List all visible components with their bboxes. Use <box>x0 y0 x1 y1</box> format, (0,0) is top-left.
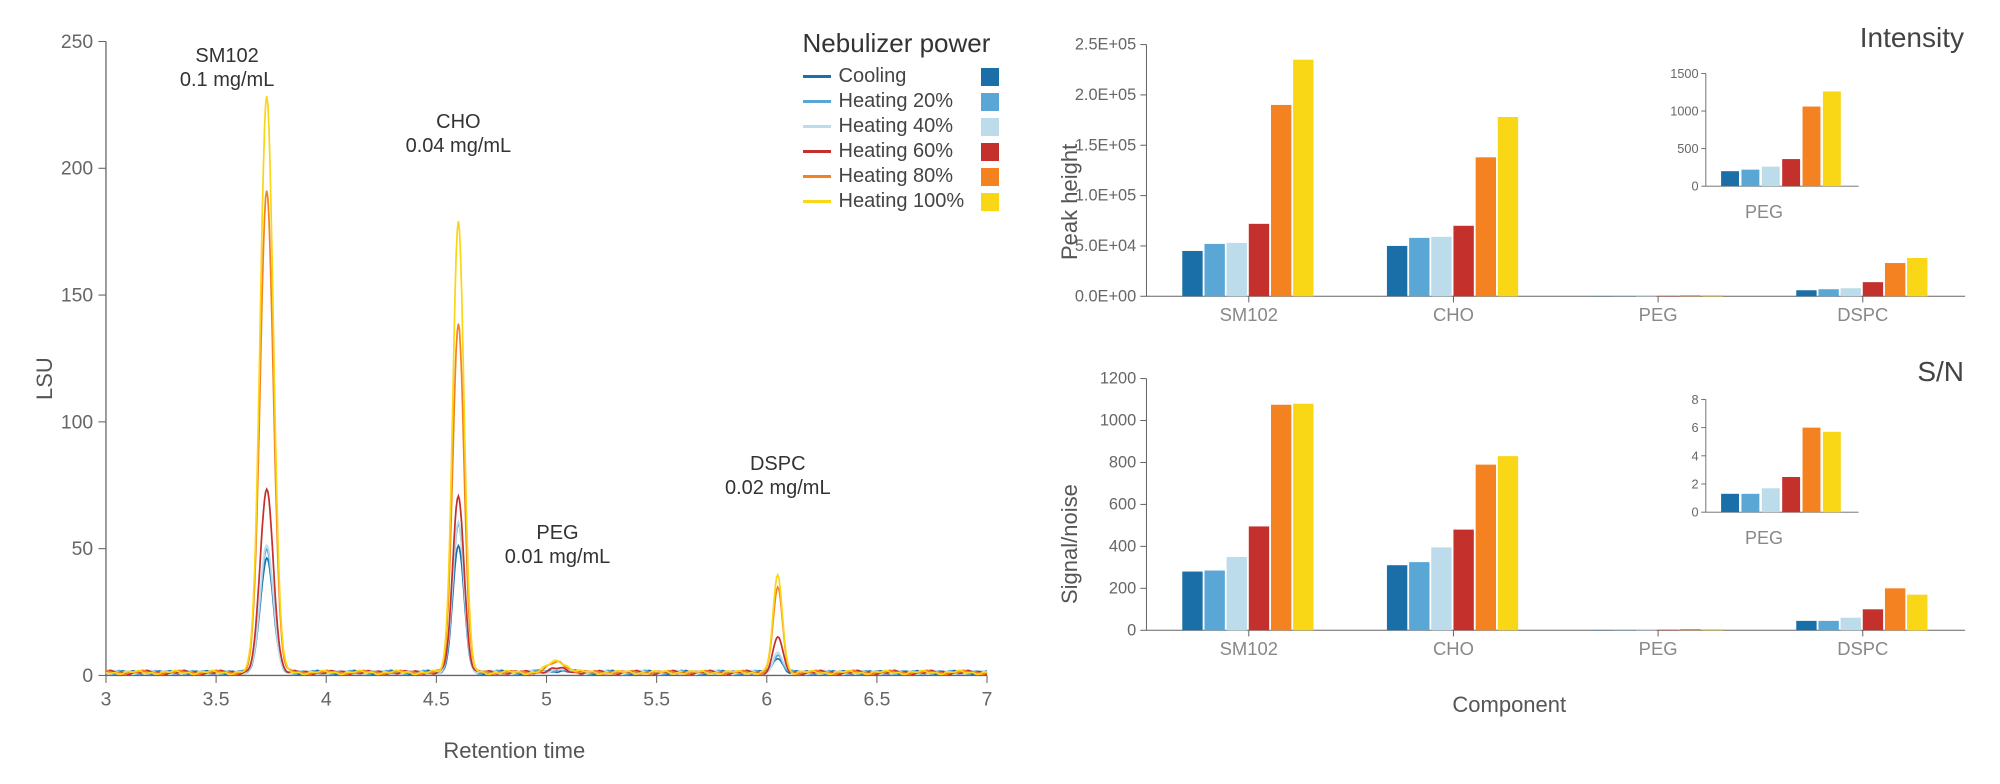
legend-row: Heating 80% <box>803 165 999 188</box>
legend-line-icon <box>803 100 831 103</box>
legend-item-label: Heating 100% <box>839 190 969 213</box>
legend-item-label: Heating 40% <box>839 115 969 138</box>
svg-text:DSPC: DSPC <box>1837 638 1888 659</box>
intensity-inset-label: PEG <box>1664 202 1864 223</box>
svg-text:2.5E+05: 2.5E+05 <box>1074 36 1135 54</box>
svg-text:2: 2 <box>1691 477 1698 492</box>
svg-text:DSPC: DSPC <box>1837 304 1888 325</box>
legend-item-label: Heating 20% <box>839 90 969 113</box>
bars-panel: 0.0E+00 5.0E+04 1.0E+05 1.5E+05 2.0E+05 2.5E+… <box>1039 20 1980 764</box>
svg-text:6.5: 6.5 <box>863 689 890 711</box>
svg-text:5: 5 <box>541 689 552 711</box>
svg-text:8: 8 <box>1691 394 1698 407</box>
peak-label: PEG0.01 mg/mL <box>503 521 613 569</box>
intensity-inset: 0 500 1000 1500 PEG <box>1664 68 1864 223</box>
peak-label: SM1020.1 mg/mL <box>172 44 282 92</box>
svg-text:100: 100 <box>61 411 93 433</box>
svg-text:400: 400 <box>1108 538 1135 556</box>
intensity-inset-svg: 0 500 1000 1500 <box>1664 68 1864 195</box>
svg-text:800: 800 <box>1108 454 1135 472</box>
svg-text:4: 4 <box>321 689 332 711</box>
legend-row: Heating 40% <box>803 115 999 138</box>
sn-ylabel: Signal/noise <box>1057 484 1083 604</box>
legend-swatch-icon <box>981 168 999 186</box>
intensity-ylabel: Peak height <box>1057 144 1083 260</box>
svg-text:0: 0 <box>82 665 93 687</box>
svg-text:SM102: SM102 <box>1219 304 1277 325</box>
chrom-ylabel: LSU <box>32 357 58 400</box>
sn-title: S/N <box>1917 356 1964 388</box>
svg-text:CHO: CHO <box>1433 638 1474 659</box>
legend-line-icon <box>803 200 831 203</box>
svg-text:6: 6 <box>761 689 772 711</box>
sn-inset-label: PEG <box>1664 528 1864 549</box>
legend-row: Cooling <box>803 65 999 88</box>
svg-text:1000: 1000 <box>1670 104 1698 119</box>
svg-text:0: 0 <box>1691 179 1698 194</box>
svg-text:1.5E+05: 1.5E+05 <box>1074 136 1135 154</box>
legend-line-icon <box>803 125 831 128</box>
svg-text:200: 200 <box>1108 580 1135 598</box>
svg-text:1.0E+05: 1.0E+05 <box>1074 187 1135 205</box>
svg-text:SM102: SM102 <box>1219 638 1277 659</box>
sn-inset: 0 2 4 6 8 PEG <box>1664 394 1864 549</box>
svg-text:5.5: 5.5 <box>643 689 670 711</box>
sn-chart: 0 200 400 600 800 1000 1200 SM102 CHO PEG DSPC Sig… <box>1039 354 1980 676</box>
sn-inset-svg: 0 2 4 6 8 <box>1664 394 1864 521</box>
peak-label: CHO0.04 mg/mL <box>403 110 513 158</box>
legend: Nebulizer power CoolingHeating 20%Heatin… <box>803 28 999 215</box>
legend-swatch-icon <box>981 93 999 111</box>
bars-xlabel: Component <box>1039 692 1980 718</box>
legend-swatch-icon <box>981 68 999 86</box>
svg-text:CHO: CHO <box>1433 304 1474 325</box>
svg-text:500: 500 <box>1677 141 1698 156</box>
svg-text:600: 600 <box>1108 496 1135 514</box>
svg-text:5.0E+04: 5.0E+04 <box>1074 237 1135 255</box>
legend-title: Nebulizer power <box>803 28 999 59</box>
svg-text:250: 250 <box>61 31 93 53</box>
legend-item-label: Heating 80% <box>839 165 969 188</box>
legend-line-icon <box>803 175 831 178</box>
svg-text:PEG: PEG <box>1638 638 1677 659</box>
legend-row: Heating 20% <box>803 90 999 113</box>
legend-line-icon <box>803 150 831 153</box>
legend-row: Heating 60% <box>803 140 999 163</box>
svg-text:3.5: 3.5 <box>203 689 230 711</box>
svg-text:0: 0 <box>1691 505 1698 520</box>
figure-root: 33.544.555.566.57050100150200250 LSU Neb… <box>20 20 1980 764</box>
legend-item-label: Heating 60% <box>839 140 969 163</box>
chrom-xlabel: Retention time <box>20 738 1009 764</box>
svg-text:7: 7 <box>982 689 993 711</box>
svg-text:4: 4 <box>1691 449 1698 464</box>
chromatogram-chart: 3 3.5 4 4.5 5 5.5 6 6.5 7 0 50 100 150 200 250 LSU Neb… <box>20 20 1009 734</box>
intensity-title: Intensity <box>1860 22 1964 54</box>
legend-swatch-icon <box>981 143 999 161</box>
intensity-chart: 0.0E+00 5.0E+04 1.0E+05 1.5E+05 2.0E+05 2.5E+… <box>1039 20 1980 342</box>
peak-label: DSPC0.02 mg/mL <box>723 452 833 500</box>
svg-text:1200: 1200 <box>1099 370 1135 388</box>
legend-row: Heating 100% <box>803 190 999 213</box>
legend-item-label: Cooling <box>839 65 969 88</box>
svg-text:50: 50 <box>72 538 94 560</box>
legend-line-icon <box>803 75 831 78</box>
svg-text:6: 6 <box>1691 420 1698 435</box>
svg-text:1500: 1500 <box>1670 68 1698 81</box>
svg-text:2.0E+05: 2.0E+05 <box>1074 86 1135 104</box>
svg-text:0: 0 <box>1127 622 1136 640</box>
svg-text:3: 3 <box>101 689 112 711</box>
chromatogram-panel: 3 3.5 4 4.5 5 5.5 6 6.5 7 0 50 100 150 200 250 LSU Neb… <box>20 20 1009 764</box>
svg-text:PEG: PEG <box>1638 304 1677 325</box>
svg-text:0.0E+00: 0.0E+00 <box>1074 287 1135 305</box>
svg-text:4.5: 4.5 <box>423 689 450 711</box>
legend-swatch-icon <box>981 118 999 136</box>
svg-text:200: 200 <box>61 158 93 180</box>
legend-swatch-icon <box>981 193 999 211</box>
svg-text:1000: 1000 <box>1099 412 1135 430</box>
svg-text:150: 150 <box>61 285 93 307</box>
